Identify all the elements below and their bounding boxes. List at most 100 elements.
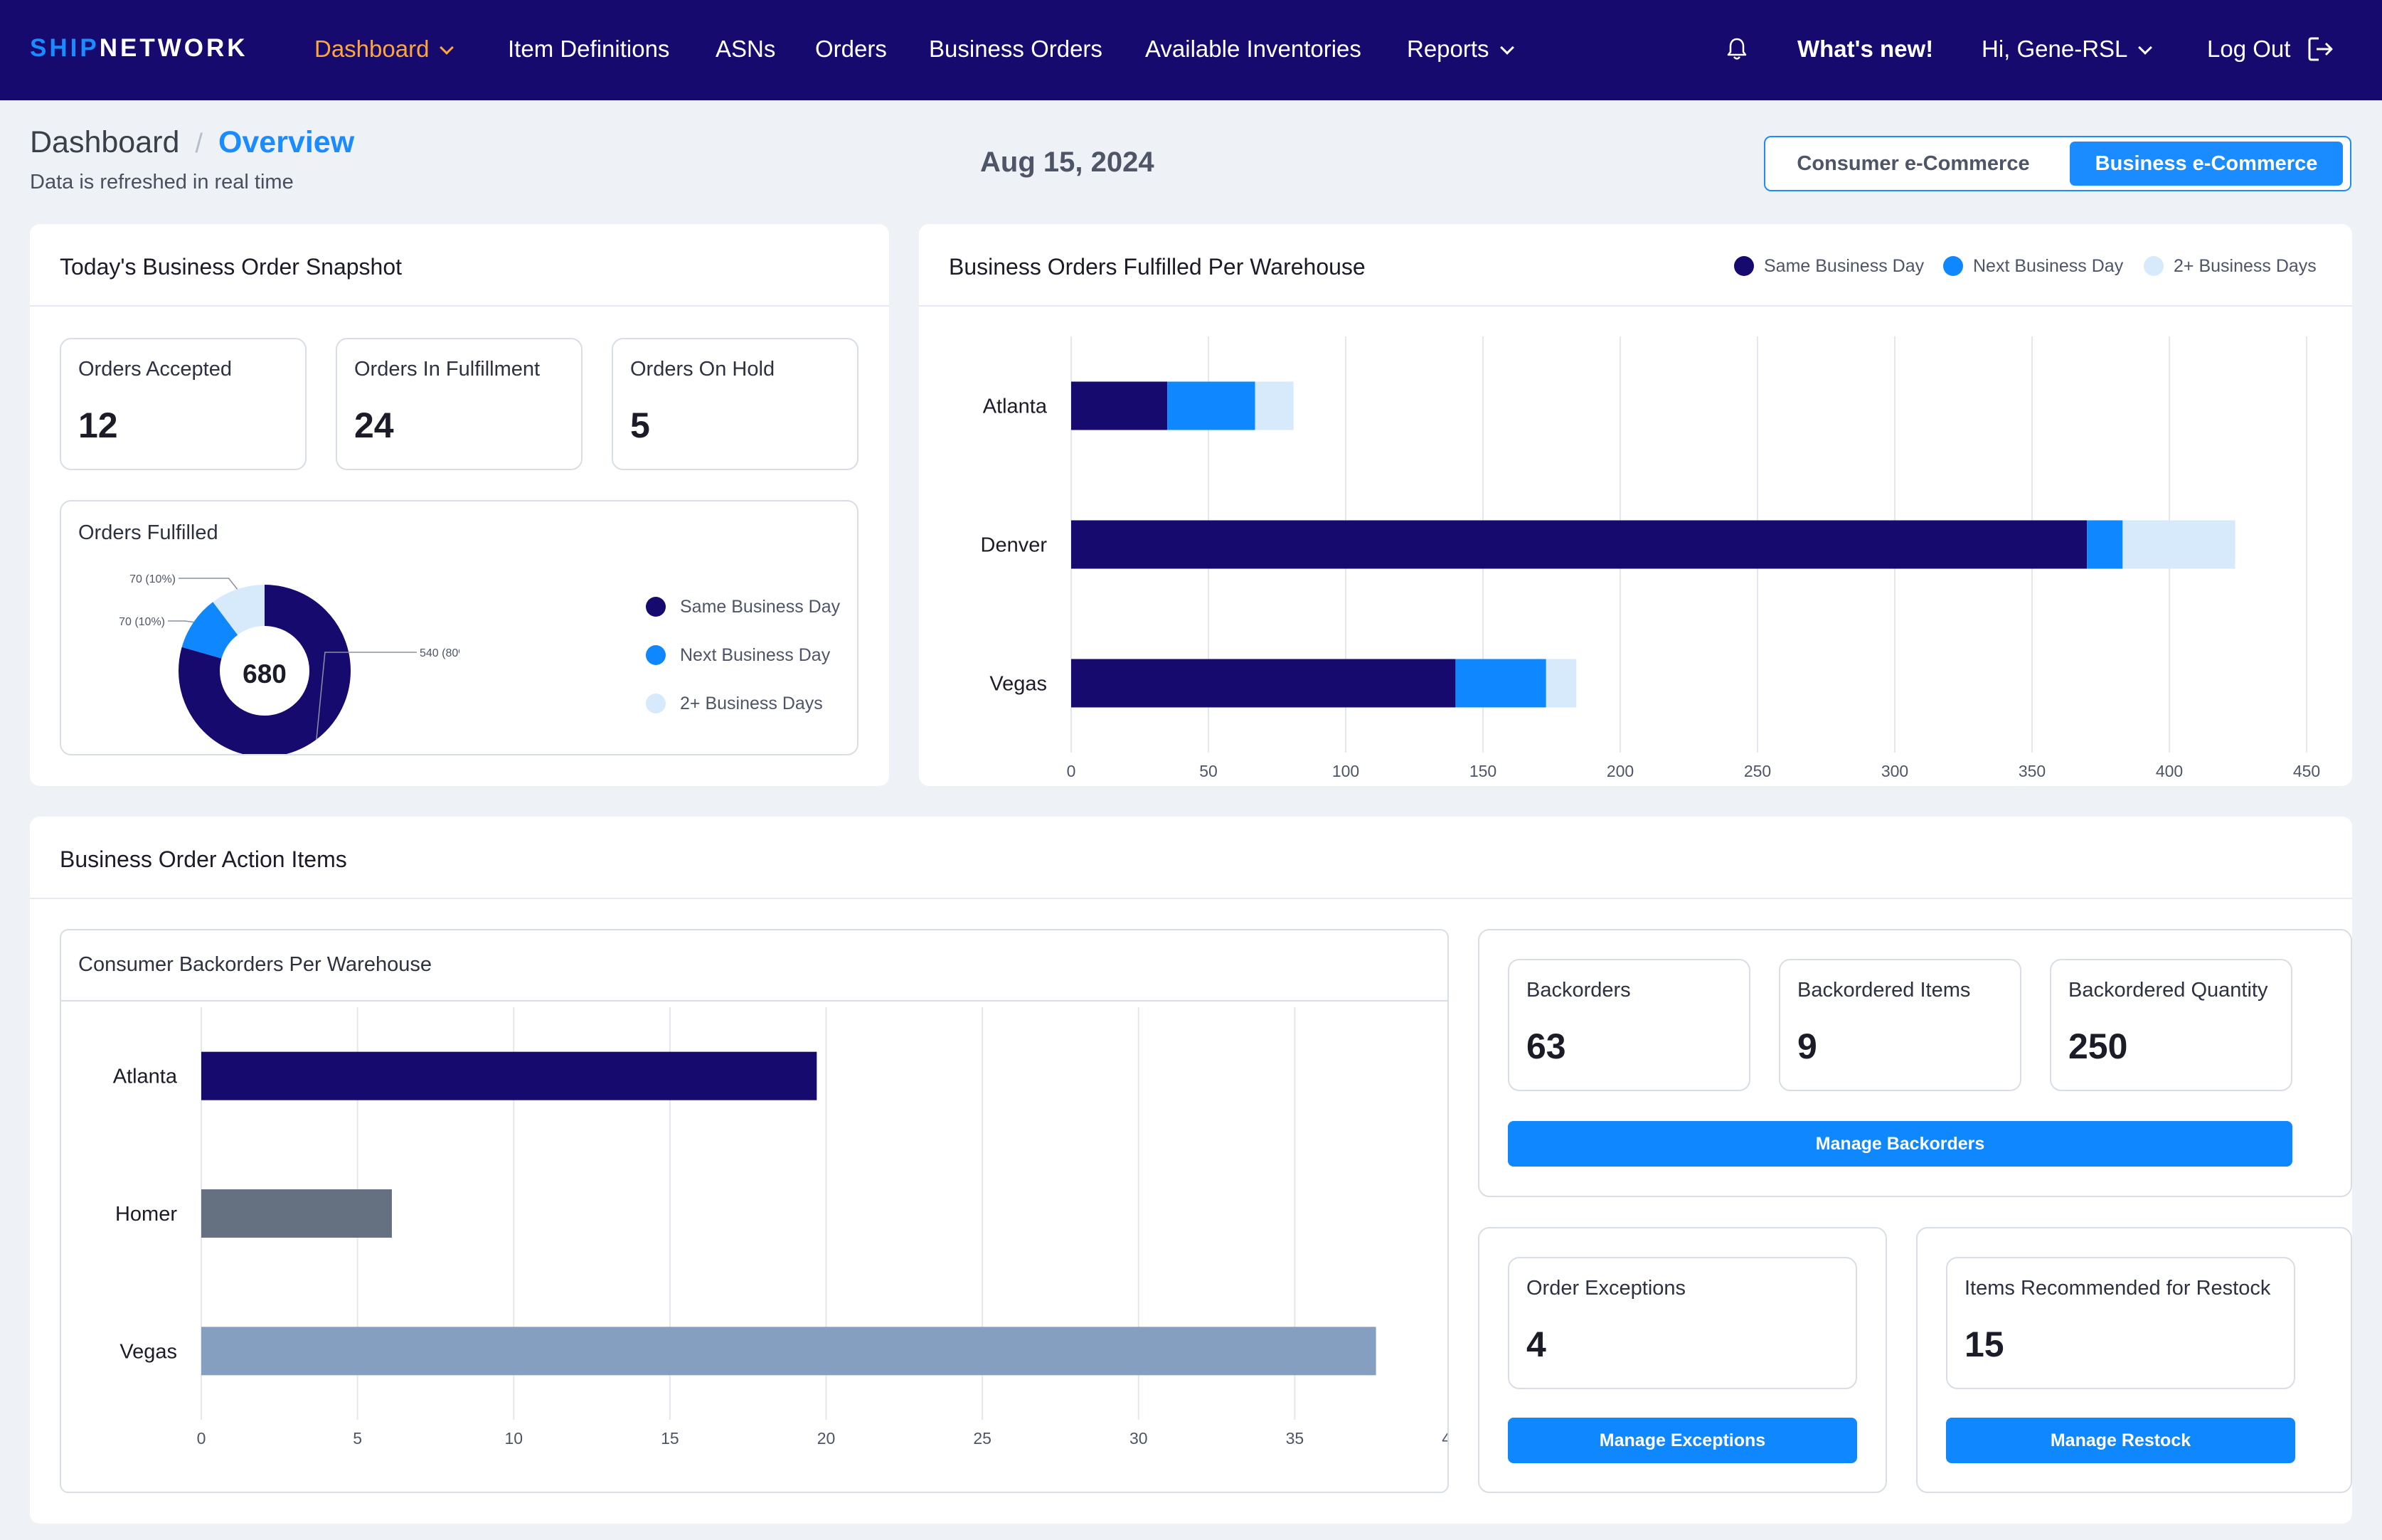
order-exceptions-value: 4 [1526,1324,1546,1364]
bar-atlanta-same-business-day[interactable] [1071,381,1168,430]
order-exceptions-label: Order Exceptions [1526,1277,1686,1300]
warehouse-chart-title: Business Orders Fulfilled Per Warehouse [949,254,1366,280]
category-label-vegas: Vegas [119,1340,177,1363]
x-tick-label: 35 [1286,1429,1304,1448]
nav-dashboard-label: Dashboard [314,36,430,62]
donut-slice-2-business-days[interactable] [179,585,351,754]
category-label-atlanta: Atlanta [983,395,1048,418]
backordered-items-value: 9 [1797,1026,1817,1066]
x-tick-label: 30 [1129,1429,1148,1448]
legend-same-day-dot [646,597,666,617]
bar-vegas[interactable] [201,1327,1376,1376]
restock-card: Items Recommended for Restock 15 [1946,1257,2295,1389]
restock-group: Items Recommended for Restock 15 Manage … [1916,1227,2352,1493]
manage-exceptions-button[interactable]: Manage Exceptions [1508,1418,1857,1463]
backordered-quantity-label: Backordered Quantity [2068,979,2268,1002]
backorders-label: Backorders [1526,979,1631,1002]
backordered-quantity-card: Backordered Quantity 250 [2050,959,2292,1091]
backorders-chart-card: Consumer Backorders Per Warehouse 0 5 10 15… [60,929,1449,1493]
donut-callout-label: 70 (10%) [129,573,176,585]
x-tick-label: 0 [197,1429,206,1448]
orders-accepted-card: Orders Accepted 12 [60,338,307,470]
donut-callout-line [168,620,194,623]
legend-next-day-label: Next Business Day [680,645,831,665]
user-menu[interactable]: Hi, Gene-RSL [1982,36,2153,63]
business-ecommerce-tab[interactable]: Business e-Commerce [2070,142,2343,186]
donut-total-value: 680 [243,659,287,689]
restock-value: 15 [1964,1324,2004,1364]
donut-callout-label: 70 (10%) [119,616,165,628]
orders-in-fulfillment-card: Orders In Fulfillment 24 [336,338,583,470]
x-tick-label: 40 [1442,1429,1447,1448]
user-greeting: Hi, Gene-RSL [1982,36,2128,62]
x-tick-label: 20 [817,1429,836,1448]
nav-reports[interactable]: Reports [1407,36,1514,63]
chart-legend-same-day-dot [1734,256,1754,276]
category-label-vegas: Vegas [989,673,1047,696]
orders-accepted-label: Orders Accepted [78,358,232,381]
bell-icon[interactable] [1726,37,1748,61]
logo-ship-text: SHIP [30,34,100,62]
legend-next-day-dot [646,645,666,665]
chevron-down-icon [2138,41,2153,55]
top-navigation-bar: SHIPNETWORK Dashboard Item Definitions A… [0,0,2382,100]
orders-fulfilled-label: Orders Fulfilled [78,521,218,544]
x-tick-label: 5 [353,1429,362,1448]
orders-in-fulfillment-label: Orders In Fulfillment [354,358,541,381]
whats-new-link[interactable]: What's new! [1797,36,1934,62]
x-tick-label: 350 [2019,762,2046,780]
breadcrumb-dashboard[interactable]: Dashboard [30,125,180,159]
chart-legend-same-day-label: Same Business Day [1764,256,1925,276]
bar-atlanta-2-business-days[interactable] [1255,381,1294,430]
commerce-toggle: Consumer e-Commerce Business e-Commerce [1764,136,2351,191]
chart-legend-next-day-dot [1943,256,1963,276]
donut-callout-label: 540 (80%) [420,647,459,659]
breadcrumb-separator: / [195,129,203,159]
bar-vegas-next-business-day[interactable] [1455,659,1546,708]
donut-callout-line [179,578,238,590]
bar-homer[interactable] [201,1189,392,1238]
donut-callout-line [316,652,417,740]
orders-accepted-value: 12 [78,405,118,445]
orders-on-hold-card: Orders On Hold 5 [612,338,858,470]
manage-restock-button[interactable]: Manage Restock [1946,1418,2295,1463]
warehouse-fulfilled-panel: Business Orders Fulfilled Per Warehouse … [919,224,2352,786]
chevron-down-icon [440,41,454,55]
x-tick-label: 300 [1881,762,1908,780]
legend-two-plus-days-label: 2+ Business Days [680,694,823,713]
logout-icon [2308,37,2333,61]
logout-button[interactable]: Log Out [2207,36,2336,63]
backordered-quantity-value: 250 [2068,1026,2128,1066]
chart-legend-two-plus-days-dot [2144,256,2164,276]
bar-vegas-2-business-days[interactable] [1546,659,1577,708]
manage-backorders-button[interactable]: Manage Backorders [1508,1121,2292,1167]
backorders-card: Backorders 63 [1508,959,1750,1091]
backorders-bar-chart: 0 5 10 15 20 25 30 35 40 Atlanta Homer Vegas [113,1007,1447,1448]
bar-atlanta[interactable] [201,1051,817,1100]
x-tick-label: 400 [2156,762,2183,780]
orders-on-hold-label: Orders On Hold [630,358,775,381]
refresh-note: Data is refreshed in real time [30,171,294,193]
orders-in-fulfillment-value: 24 [354,405,394,445]
nav-item-definitions[interactable]: Item Definitions [508,36,670,62]
backorders-value: 63 [1526,1026,1566,1066]
backorders-chart-header: Consumer Backorders Per Warehouse [61,930,1447,1002]
current-date: Aug 15, 2024 [980,147,1154,178]
nav-business-orders[interactable]: Business Orders [929,36,1102,62]
bar-denver-2-business-days[interactable] [2122,520,2235,569]
nav-asns[interactable]: ASNs [716,36,776,62]
bar-denver-same-business-day[interactable] [1071,520,2088,569]
chart-legend-two-plus-days-label: 2+ Business Days [2174,256,2317,276]
bar-vegas-same-business-day[interactable] [1071,659,1456,708]
bar-denver-next-business-day[interactable] [2087,520,2123,569]
category-label-homer: Homer [115,1203,177,1226]
bar-atlanta-next-business-day[interactable] [1167,381,1255,430]
order-exceptions-card: Order Exceptions 4 [1508,1257,1857,1389]
order-exceptions-group: Order Exceptions 4 Manage Exceptions [1478,1227,1887,1493]
snapshot-panel: Today's Business Order Snapshot Orders A… [30,224,889,786]
nav-dashboard[interactable]: Dashboard [314,36,454,63]
nav-available-inventories[interactable]: Available Inventories [1145,36,1361,62]
nav-orders[interactable]: Orders [815,36,887,62]
shipnetwork-logo[interactable]: SHIPNETWORK [30,34,248,63]
consumer-ecommerce-tab[interactable]: Consumer e-Commerce [1797,152,2030,175]
